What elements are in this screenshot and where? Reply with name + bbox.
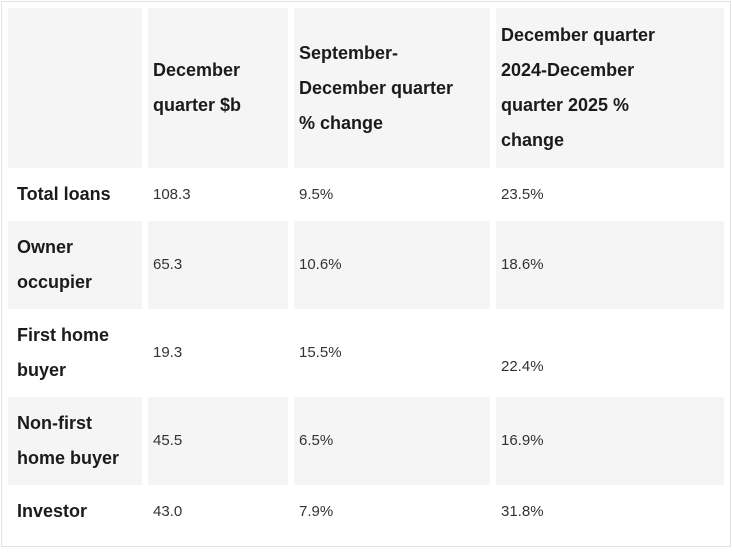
column-header-yoy-change: December quarter 2024-December quarter 2… [501, 25, 656, 150]
value-cell: 23.5% [496, 168, 724, 221]
cell-value: 18.6% [501, 256, 544, 273]
row-label: First home buyer [17, 325, 110, 380]
value-cell: 65.3 [148, 221, 288, 309]
cell-value: 6.5% [299, 432, 334, 449]
value-cell: 19.3 [148, 309, 288, 397]
value-cell: 6.5% [294, 397, 490, 485]
row-label-cell: Investor [8, 485, 142, 538]
cell-value: 19.3 [153, 344, 183, 361]
row-label-cell: First home buyer [8, 309, 142, 397]
cell-value: 9.5% [299, 185, 334, 203]
value-cell: 43.0 [148, 485, 288, 538]
table-row-owner-occupier: Owner occupier 65.3 10.6% 18.6% [8, 221, 724, 309]
row-label: Owner occupier [17, 237, 93, 292]
cell-value: 15.5% [299, 344, 342, 361]
cell-value: 45.5 [153, 432, 183, 449]
value-cell: 31.8% [496, 485, 724, 538]
table-row-investor: Investor 43.0 7.9% 31.8% [8, 485, 724, 538]
row-label-cell: Non-first home buyer [8, 397, 142, 485]
value-cell: 108.3 [148, 168, 288, 221]
header-cell-yoy-change: December quarter 2024-December quarter 2… [496, 8, 724, 168]
value-cell: 16.9% [496, 397, 724, 485]
value-cell: 10.6% [294, 221, 490, 309]
value-cell: 45.5 [148, 397, 288, 485]
value-cell: 9.5% [294, 168, 490, 221]
value-cell: 22.4% [496, 309, 724, 397]
row-label: Non-first home buyer [17, 413, 120, 468]
value-cell: 7.9% [294, 485, 490, 538]
column-header-december-quarter: December quarter $b [153, 60, 242, 115]
cell-value: 31.8% [501, 502, 544, 520]
header-cell-empty [8, 8, 142, 168]
cell-value: 43.0 [153, 502, 183, 520]
value-cell: 15.5% [294, 309, 490, 397]
cell-value: 108.3 [153, 185, 191, 203]
table-row-non-first-home-buyer: Non-first home buyer 45.5 6.5% 16.9% [8, 397, 724, 485]
cell-value: 16.9% [501, 432, 544, 449]
cell-value: 23.5% [501, 185, 544, 203]
cell-value: 65.3 [153, 256, 183, 273]
row-label: Total loans [17, 184, 111, 204]
cell-value: 10.6% [299, 256, 342, 273]
row-label-cell: Total loans [8, 168, 142, 221]
row-label: Investor [17, 501, 88, 521]
header-cell-sep-dec-change: September- December quarter % change [294, 8, 490, 168]
header-cell-december-quarter: December quarter $b [148, 8, 288, 168]
row-label-cell: Owner occupier [8, 221, 142, 309]
loans-table: December quarter $b September- December … [8, 8, 724, 538]
column-header-sep-dec-change: September- December quarter % change [299, 42, 454, 133]
table-row-total-loans: Total loans 108.3 9.5% 23.5% [8, 168, 724, 221]
cell-value: 22.4% [501, 358, 544, 375]
table-header-row: December quarter $b September- December … [8, 8, 724, 168]
cell-value: 7.9% [299, 502, 334, 520]
table-row-first-home-buyer: First home buyer 19.3 15.5% 22.4% [8, 309, 724, 397]
value-cell: 18.6% [496, 221, 724, 309]
